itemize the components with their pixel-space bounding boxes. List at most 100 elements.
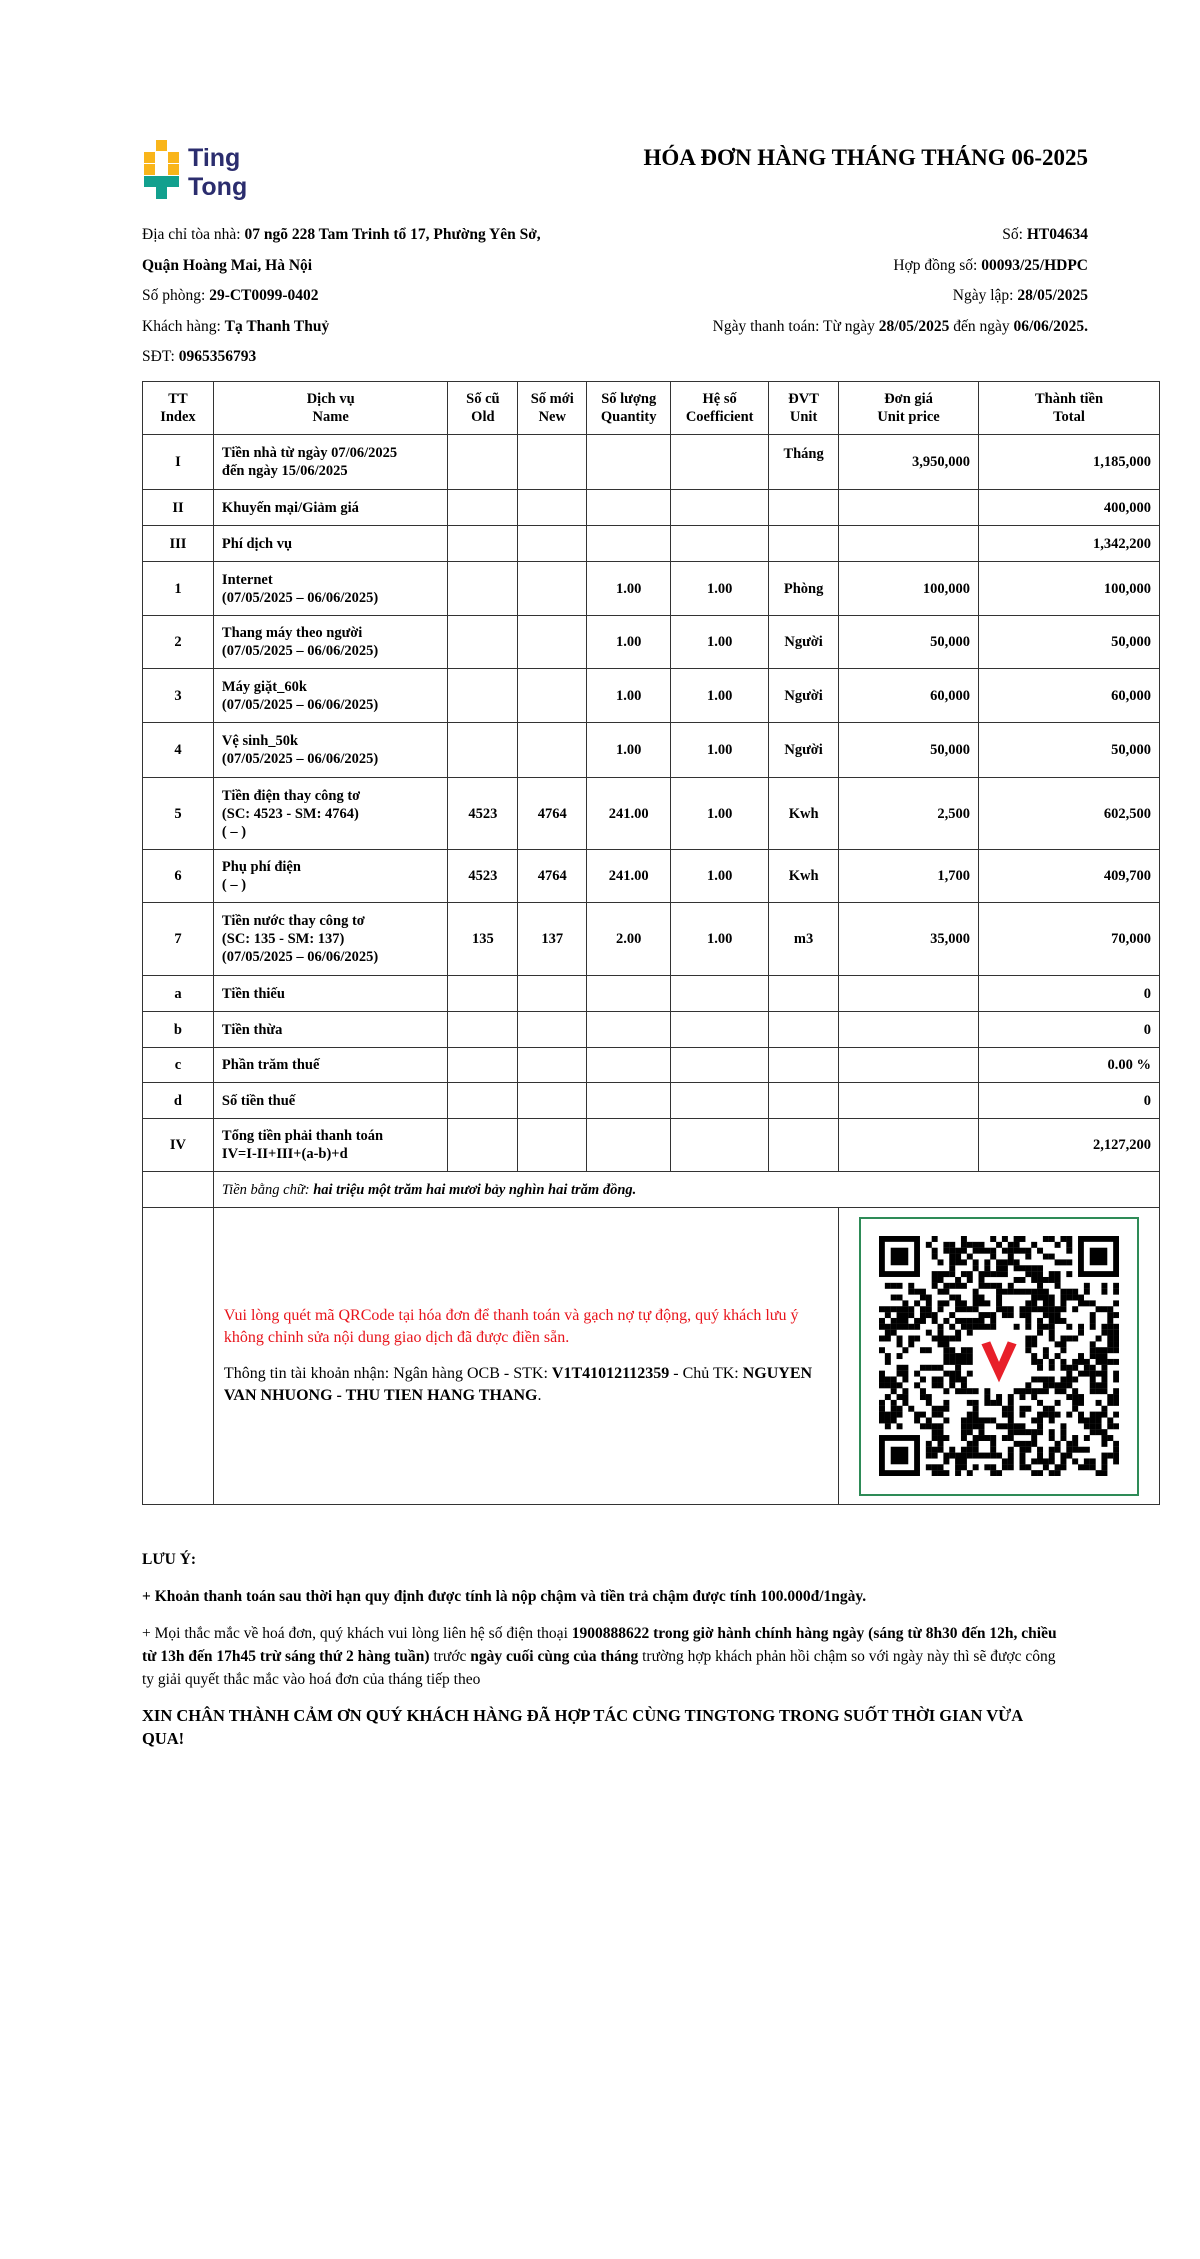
cell-coefficient: 1.00 bbox=[670, 902, 770, 976]
logo-mark-icon: Ting Tong bbox=[144, 140, 247, 201]
cell-index: 7 bbox=[142, 902, 214, 976]
table-row: 2 Thang máy theo người (07/05/2025 – 06/06… bbox=[142, 615, 1160, 669]
table-row: 3 Máy giặt_60k (07/05/2025 – 06/06/2025) 1.… bbox=[142, 668, 1160, 723]
cell-unit-price: 50,000 bbox=[838, 722, 980, 778]
contract-number: Hợp đồng số: 00093/25/HDPC bbox=[893, 257, 1088, 274]
cell-unit bbox=[768, 489, 840, 526]
column-header-label: TT bbox=[168, 391, 188, 407]
column-header-label: Số mới bbox=[530, 391, 574, 407]
cell-new bbox=[517, 1118, 588, 1172]
cell-coefficient bbox=[670, 525, 770, 562]
cell-index: I bbox=[142, 434, 214, 490]
cell-total: 50,000 bbox=[978, 615, 1160, 669]
cell-old bbox=[447, 975, 519, 1012]
cell-coefficient bbox=[670, 1118, 770, 1172]
cell-unit: m3 bbox=[768, 902, 840, 976]
qr-instruction: Vui lòng quét mã QRCode tại hóa đơn để t… bbox=[223, 1307, 799, 1346]
cell-unit-price bbox=[838, 1082, 980, 1119]
payment-qr-code[interactable] bbox=[879, 1236, 1120, 1476]
payment-period: Ngày thanh toán: Từ ngày 28/05/2025 đến … bbox=[712, 318, 1088, 335]
cell-unit-price: 100,000 bbox=[838, 561, 980, 616]
cell-total: 1,185,000 bbox=[978, 434, 1160, 490]
cell-index: c bbox=[142, 1047, 214, 1083]
cell-coefficient bbox=[670, 489, 770, 526]
cell-index: 5 bbox=[142, 777, 214, 850]
cell-total: 50,000 bbox=[978, 722, 1160, 778]
cell-quantity: 2.00 bbox=[586, 902, 672, 976]
customer-phone: SĐT: 0965356793 bbox=[142, 348, 257, 365]
service-name-line: Tiền điện thay công tơ bbox=[221, 787, 361, 804]
cell-quantity: 1.00 bbox=[586, 668, 672, 723]
cell-quantity: 1.00 bbox=[586, 615, 672, 669]
service-name-line: Tổng tiền phải thanh toán bbox=[221, 1128, 384, 1144]
invoice-table: TT Index Dịch vụ Name Số cũ Old Số mới New Số lư… bbox=[142, 381, 1161, 1505]
issue-date: Ngày lập: 28/05/2025 bbox=[952, 287, 1088, 304]
column-header: Số lượng Quantity bbox=[586, 381, 672, 435]
cell-name: Tiền nước thay công tơ (SC: 135 - SM: 137… bbox=[212, 902, 449, 976]
address-line-2: Quận Hoàng Mai, Hà Nội bbox=[142, 257, 313, 274]
service-name-line: Máy giặt_60k bbox=[221, 678, 307, 695]
column-header-label: Hệ số bbox=[702, 391, 737, 407]
cell-unit: Tháng bbox=[768, 434, 840, 490]
table-row: 6 Phụ phí điện ( – ) 4523 4764 241.00 1.00 Kwh 1… bbox=[142, 849, 1160, 903]
table-row: III Phí dịch vụ 1,342,200 bbox=[142, 525, 1160, 562]
cell-coefficient: 1.00 bbox=[670, 615, 770, 669]
service-name-line: Thang máy theo người bbox=[221, 625, 363, 641]
column-header-label: Thành tiền bbox=[1034, 391, 1104, 407]
cell-name: Tiền điện thay công tơ (SC: 4523 - SM: 47… bbox=[212, 777, 449, 850]
table-row: II Khuyến mại/Giảm giá 400,000 bbox=[142, 489, 1160, 526]
service-name-line: (SC: 4523 - SM: 4764) bbox=[221, 805, 359, 822]
cell-quantity: 241.00 bbox=[586, 777, 672, 850]
cell-unit-price bbox=[838, 525, 980, 562]
cell-new bbox=[517, 525, 588, 562]
address-line-1: Địa chỉ tòa nhà: 07 ngõ 228 Tam Trinh tổ… bbox=[142, 226, 541, 243]
cell-name: Vệ sinh_50k (07/05/2025 – 06/06/2025) bbox=[212, 722, 449, 778]
cell-quantity: 241.00 bbox=[586, 849, 672, 903]
cell-unit: Người bbox=[768, 615, 840, 669]
column-header: Hệ số Coefficient bbox=[670, 381, 770, 435]
cell-coefficient: 1.00 bbox=[670, 668, 770, 723]
cell-index: IV bbox=[142, 1118, 214, 1172]
service-name-line: Tiền nhà từ ngày 07/06/2025 bbox=[221, 445, 398, 461]
cell-new bbox=[517, 561, 588, 616]
column-header-label: Unit price bbox=[877, 409, 940, 425]
cell-coefficient: 1.00 bbox=[670, 777, 770, 850]
cell-unit-price bbox=[838, 489, 980, 526]
column-header: Dịch vụ Name bbox=[212, 381, 449, 435]
cell-unit bbox=[768, 1011, 840, 1048]
column-header-label: Unit bbox=[789, 409, 818, 425]
column-header: Số cũ Old bbox=[447, 381, 519, 435]
cell-total: 0.00 % bbox=[978, 1047, 1160, 1083]
cell-name: Khuyến mại/Giảm giá bbox=[212, 489, 449, 526]
cell-new: 4764 bbox=[517, 849, 588, 903]
cell-unit-price bbox=[838, 1118, 980, 1172]
service-name-line: Tiền thừa bbox=[221, 1021, 283, 1038]
cell-coefficient: 1.00 bbox=[670, 849, 770, 903]
table-row: IV Tổng tiền phải thanh toán IV=I-II+III+(… bbox=[142, 1118, 1160, 1172]
cell-quantity: 1.00 bbox=[586, 561, 672, 616]
bank-account-info: Thông tin tài khoản nhận: Ngân hàng OCB … bbox=[223, 1365, 813, 1404]
column-header-label: Total bbox=[1053, 409, 1085, 425]
cell-total: 2,127,200 bbox=[978, 1118, 1160, 1172]
column-header-label: Quantity bbox=[600, 409, 657, 425]
service-name-line: ( – ) bbox=[221, 877, 247, 893]
table-row: c Phần trăm thuế 0.00 % bbox=[142, 1047, 1160, 1083]
cell-coefficient bbox=[670, 1011, 770, 1048]
cell-new bbox=[517, 434, 588, 490]
column-header-label: Dịch vụ bbox=[306, 391, 355, 407]
cell-old bbox=[447, 561, 519, 616]
cell-new bbox=[517, 615, 588, 669]
tingtong-logo: Ting Tong bbox=[142, 140, 292, 202]
service-name-line: Tiền thiếu bbox=[221, 985, 285, 1002]
cell-total: 60,000 bbox=[978, 668, 1160, 723]
service-name-line: (07/05/2025 – 06/06/2025) bbox=[221, 949, 379, 965]
column-header: TT Index bbox=[142, 381, 214, 435]
contact-note: + Mọi thắc mắc về hoá đơn, quý khách vui… bbox=[142, 1625, 1057, 1688]
cell-total: 1,342,200 bbox=[978, 525, 1160, 562]
column-header-label: Old bbox=[471, 409, 495, 425]
service-name-line: Số tiền thuế bbox=[221, 1092, 296, 1109]
cell-quantity: 1.00 bbox=[586, 722, 672, 778]
cell-quantity bbox=[586, 1011, 672, 1048]
cell-index: III bbox=[142, 525, 214, 562]
cell-new bbox=[517, 1011, 588, 1048]
